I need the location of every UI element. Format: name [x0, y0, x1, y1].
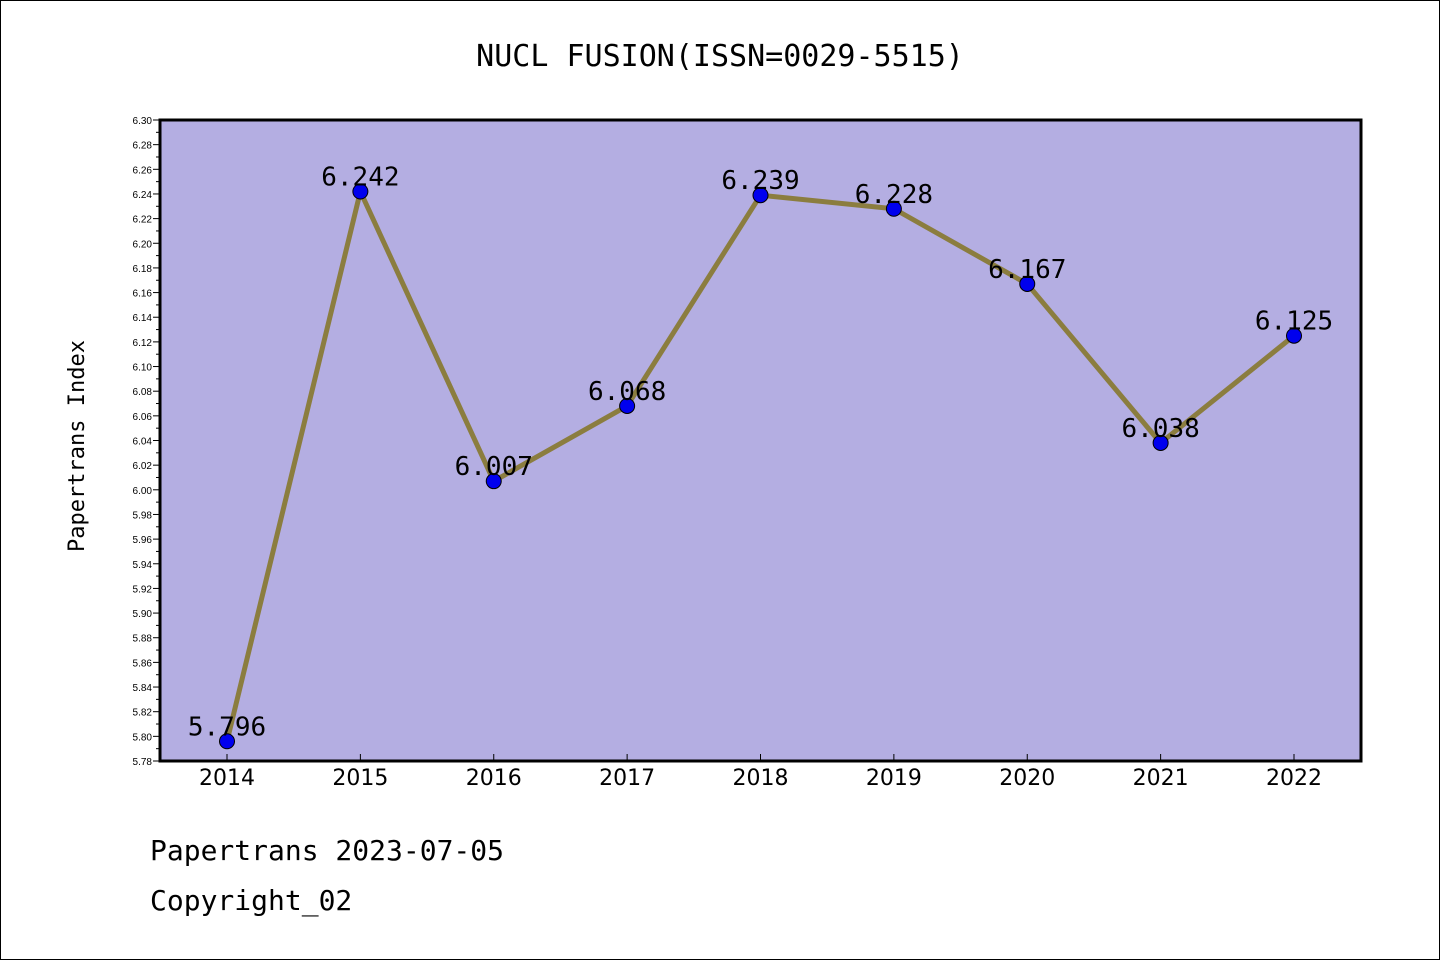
data-point [619, 397, 636, 414]
data-point [485, 473, 502, 490]
y-tick-label: 6.20 [133, 239, 153, 250]
y-tick-label: 6.18 [133, 264, 153, 275]
y-tick-label: 5.82 [133, 708, 153, 719]
data-point [219, 733, 235, 750]
x-tick-label: 2022 [1266, 766, 1322, 791]
y-axis-label: Papertrans Index [65, 340, 90, 552]
y-tick-label: 5.90 [133, 609, 153, 620]
y-tick-label: 5.78 [133, 757, 153, 768]
y-tick-label: 5.84 [133, 683, 153, 694]
data-label: 6.007 [455, 452, 533, 482]
y-tick-label: 6.14 [133, 313, 153, 324]
x-tick-label: 2019 [866, 766, 922, 791]
footer-copyright: Copyright_02 [150, 884, 353, 917]
y-axis: 5.78 5.80 5.82 5.84 5.86 5.88 5.90 5.92 5.94 5.96… [133, 116, 160, 768]
y-tick-label: 5.94 [133, 560, 153, 571]
y-tick-label: 6.24 [133, 190, 153, 201]
data-label: 6.242 [321, 162, 399, 192]
y-tick-label: 5.98 [133, 510, 153, 521]
data-label: 5.796 [188, 712, 266, 742]
data-point [1019, 275, 1036, 292]
data-point [1152, 434, 1169, 451]
y-tick-label: 6.02 [133, 461, 153, 472]
x-tick-label: 2017 [599, 766, 655, 791]
data-label: 6.167 [988, 255, 1066, 285]
data-label: 6.228 [855, 180, 933, 210]
y-tick-label: 6.26 [133, 165, 153, 176]
data-label: 6.125 [1255, 307, 1333, 337]
x-tick-label: 2016 [466, 766, 522, 791]
y-tick-label: 6.28 [133, 141, 153, 152]
x-tick-label: 2020 [999, 766, 1055, 791]
data-point [1286, 327, 1302, 344]
y-tick-label: 5.80 [133, 732, 153, 743]
y-tick-label: 6.08 [133, 387, 153, 398]
data-point [352, 183, 369, 200]
y-tick-label: 5.96 [133, 535, 153, 546]
x-tick-label: 2015 [332, 766, 388, 791]
y-tick-label: 6.16 [133, 289, 153, 300]
y-tick-label: 6.30 [133, 116, 153, 127]
y-tick-label: 6.10 [133, 363, 153, 374]
y-tick-label: 5.92 [133, 584, 153, 595]
series: 5.796 6.242 6.007 6.068 6.239 6.228 6.167 6.038… [188, 162, 1333, 750]
data-label: 6.038 [1121, 414, 1199, 444]
y-tick-label: 5.86 [133, 658, 153, 669]
data-label: 6.239 [721, 166, 799, 196]
y-tick-label: 6.22 [133, 215, 153, 226]
y-tick-label: 6.00 [133, 486, 153, 497]
y-tick-label: 5.88 [133, 634, 153, 645]
x-tick-label: 2014 [199, 766, 255, 791]
x-tick-label: 2021 [1133, 766, 1189, 791]
y-tick-label: 6.12 [133, 338, 153, 349]
data-point [885, 200, 902, 217]
x-tick-label: 2018 [733, 766, 789, 791]
x-axis: 2014 2015 2016 2017 2018 2019 2020 2021 2022 [199, 754, 1322, 791]
y-tick-label: 6.06 [133, 412, 153, 423]
data-label: 6.068 [588, 377, 666, 407]
y-tick-label: 6.04 [133, 437, 153, 448]
footer-date: Papertrans 2023-07-05 [150, 834, 505, 867]
data-point [752, 187, 769, 204]
chart-title: NUCL FUSION(ISSN=0029-5515) [476, 39, 964, 74]
